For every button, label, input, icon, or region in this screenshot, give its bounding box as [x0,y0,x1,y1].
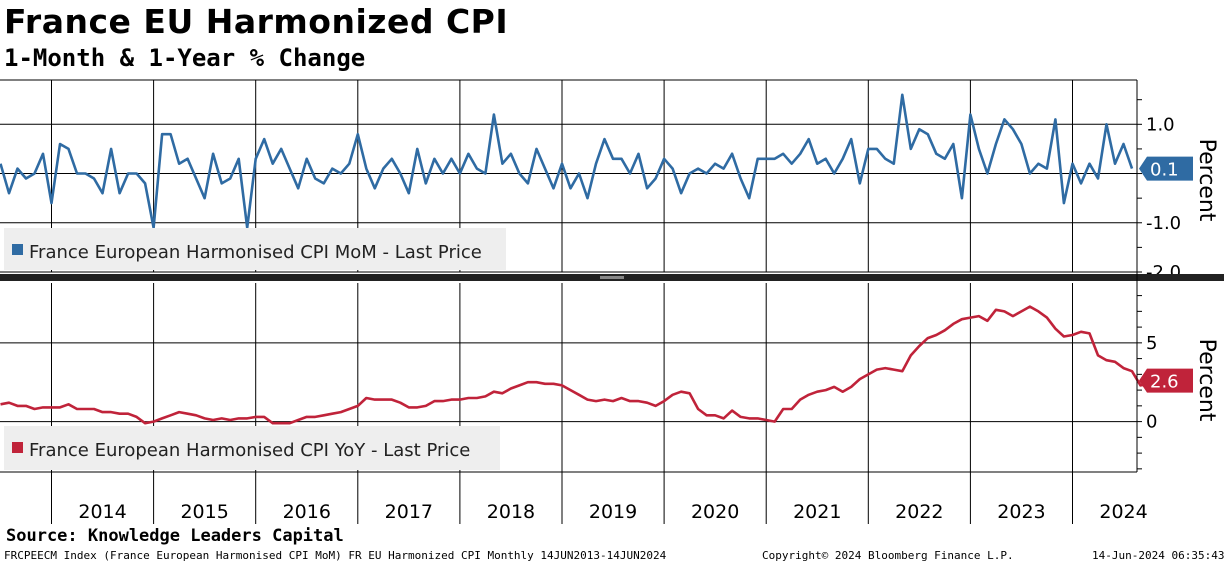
mom-axis-title: Percent [1194,139,1219,222]
mom-legend-swatch [12,244,23,255]
mom-axis-ticks: 1.0-1.0-2.0 [1137,99,1181,283]
x-axis-label: 2021 [793,501,841,523]
footer-ticker-info: FRCPEECM Index (France European Harmonis… [4,549,667,562]
x-axis-label: 2019 [589,501,637,523]
x-axis-label: 2015 [180,501,228,523]
mom-panel: 1.0-1.0-2.0 0.1 Percent France European … [0,79,1219,283]
yoy-ytick-label: 5 [1146,333,1157,354]
chart-subtitle: 1-Month & 1-Year % Change [4,44,366,72]
yoy-last-value-text: 2.6 [1150,372,1179,393]
x-axis-label: 2023 [997,501,1045,523]
footer-copyright: Copyright© 2024 Bloomberg Finance L.P. [762,549,1014,562]
mom-last-value-tag: 0.1 [1139,156,1193,181]
yoy-legend-swatch [12,442,23,453]
yoy-ytick-label: 0 [1146,412,1157,433]
yoy-legend [4,426,500,470]
yoy-legend-text: France European Harmonised CPI YoY - Las… [29,440,470,461]
chart-title: France EU Harmonized CPI [4,2,509,41]
yoy-panel: 50 2.6 Percent France European Harmonise… [0,283,1219,472]
yoy-axis-title: Percent [1194,339,1219,422]
mom-legend [4,228,506,270]
x-axis-label: 2020 [691,501,739,523]
mom-legend-text: France European Harmonised CPI MoM - Las… [29,242,482,263]
source-note: Source: Knowledge Leaders Capital [6,526,344,546]
yoy-axis-ticks: 50 [1137,295,1157,470]
x-axis-label: 2024 [1099,501,1147,523]
mom-last-value-text: 0.1 [1150,160,1179,181]
yoy-last-value-tag: 2.6 [1139,368,1193,393]
x-axis-label: 2016 [283,501,331,523]
x-axis-label: 2018 [487,501,535,523]
x-axis-label: 2022 [895,501,943,523]
x-axis-label: 2017 [385,501,433,523]
yoy-gridlines [0,342,1137,423]
footer-timestamp: 14-Jun-2024 06:35:43 [1092,549,1224,562]
x-axis-label: 2014 [78,501,126,523]
x-axis: 2014 2015 2016 2017 2018 2019 2020 2021 2022 2023… [0,471,1148,524]
mom-ytick-label: -1.0 [1146,213,1181,234]
mom-series-line [0,93,1134,229]
mom-gridlines [0,123,1137,273]
mom-ytick-label: 1.0 [1146,114,1175,135]
panel-resize-handle[interactable] [600,276,624,279]
yoy-series-line [0,305,1158,425]
